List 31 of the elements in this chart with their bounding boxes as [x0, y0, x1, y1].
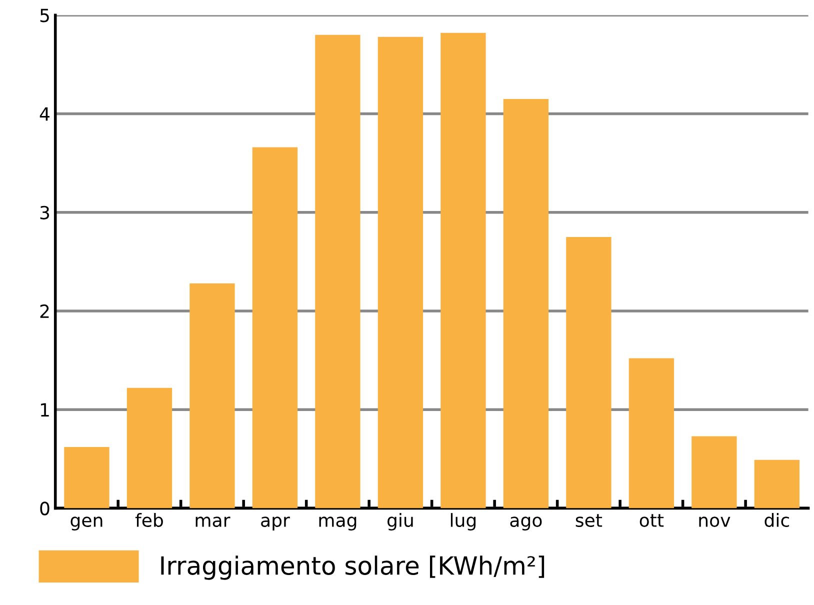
x-tick-label: set [576, 514, 602, 528]
x-tick-label: ott [640, 514, 664, 528]
bar [503, 98, 549, 508]
bar [64, 447, 110, 508]
y-tick-label: 4 [40, 107, 50, 121]
x-tick-label: lug [450, 513, 476, 531]
bar [252, 147, 298, 508]
bar [692, 436, 737, 508]
x-tick-label: giu [387, 513, 413, 531]
bar [754, 460, 800, 508]
y-tick-label: 1 [40, 403, 49, 416]
x-tick-label: apr [261, 516, 290, 531]
y-tick-label: 5 [40, 8, 49, 22]
x-tick-label: gen [70, 516, 102, 531]
x-tick-label: mag [319, 516, 356, 531]
bar [378, 36, 424, 508]
x-tick-label: dic [764, 513, 790, 528]
x-tick-label: nov [699, 516, 730, 528]
bar [190, 283, 235, 508]
x-tick-label: mar [196, 516, 230, 528]
y-tick-label: 0 [40, 502, 50, 516]
bar [315, 34, 360, 508]
legend-label: Irraggiamento solare [KWh/m²] [161, 556, 544, 580]
y-tick-label: 2 [40, 304, 49, 318]
bar [126, 388, 172, 508]
x-tick-label: feb [135, 513, 163, 528]
bar [440, 32, 486, 508]
y-tick-label: 3 [40, 206, 50, 220]
bar [628, 358, 674, 508]
x-tick-label: ago [510, 516, 542, 531]
bar [566, 237, 612, 508]
